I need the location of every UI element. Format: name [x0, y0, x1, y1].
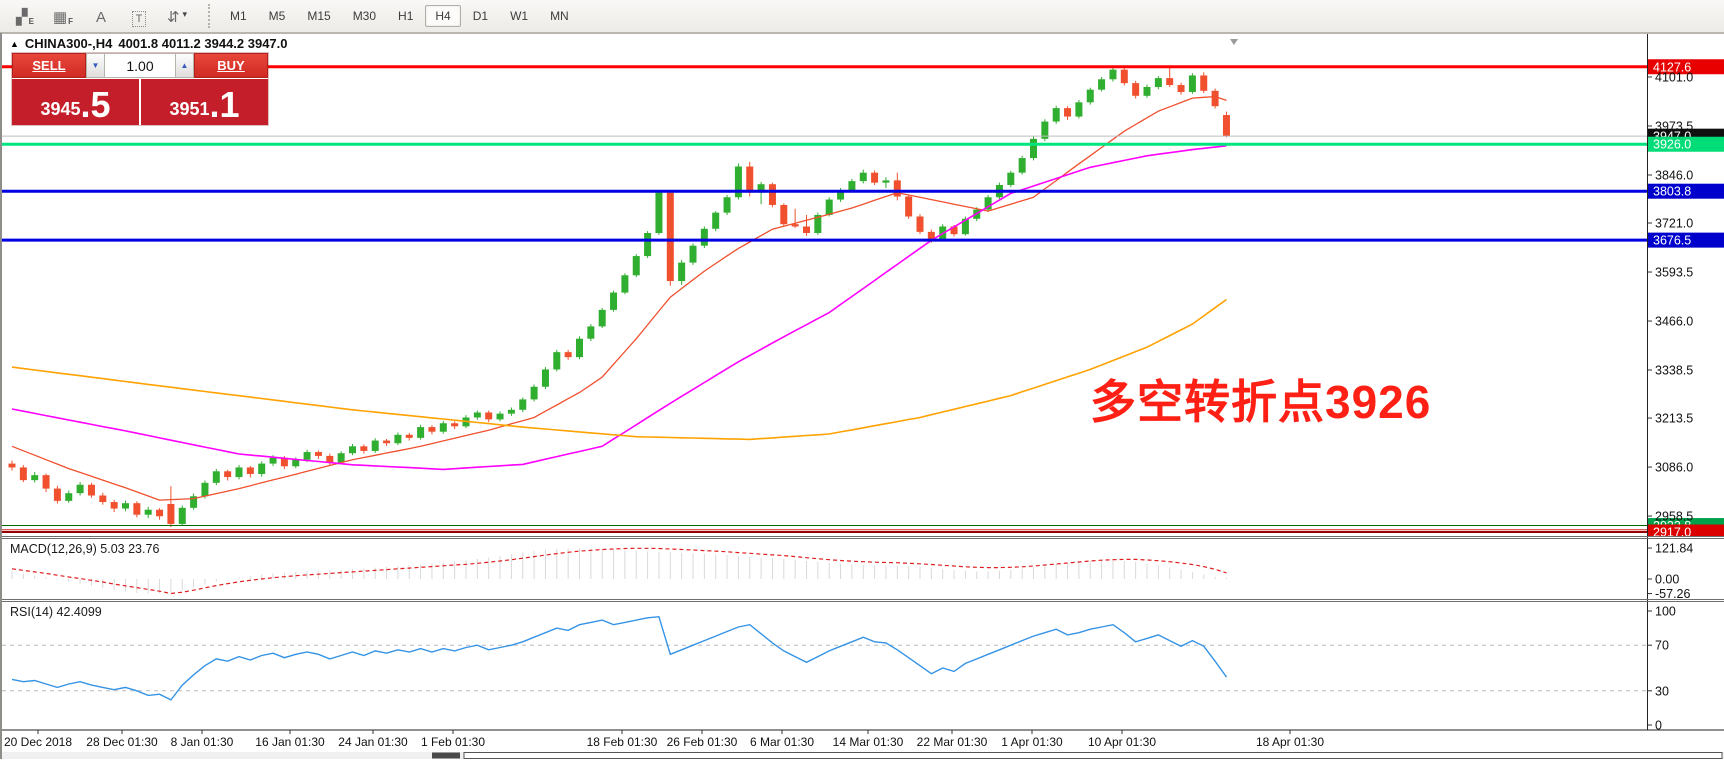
svg-text:3973.5: 3973.5 — [1655, 119, 1693, 133]
time-axis-label: 1 Feb 01:30 — [421, 735, 485, 749]
rsi-pane: 100 70 30 0 — [2, 605, 1676, 733]
time-axis-label: 22 Mar 01:30 — [917, 735, 988, 749]
sell-price-box[interactable]: 3945 .5 — [12, 79, 139, 125]
svg-text:121.84: 121.84 — [1655, 542, 1693, 556]
ma-fast-line — [11, 95, 1227, 501]
price-badge-3926 — [1648, 136, 1724, 152]
text-label-icon[interactable]: T — [122, 2, 156, 30]
chart-title: ▲ CHINA300-,H4 4001.8 4011.2 3944.2 3947… — [10, 36, 288, 51]
svg-text:2917.0: 2917.0 — [1653, 526, 1691, 540]
toolbar-separator — [208, 4, 211, 28]
svg-text:-57.26: -57.26 — [1655, 587, 1690, 601]
time-axis-label: 18 Feb 01:30 — [587, 735, 658, 749]
svg-text:3338.5: 3338.5 — [1655, 364, 1693, 378]
time-axis-label: 14 Mar 01:30 — [833, 735, 904, 749]
chart-window: 4127.63947.03926.03803.83676.52933.82917… — [0, 33, 1724, 759]
price-badge-3803.8 — [1648, 183, 1724, 199]
volume-increase-button[interactable]: ▲ — [175, 53, 194, 78]
buy-price-box[interactable]: 3951 .1 — [141, 79, 268, 125]
volume-decrease-button[interactable]: ▼ — [86, 53, 105, 78]
svg-text:3086.0: 3086.0 — [1655, 461, 1693, 475]
collapse-one-click-icon[interactable]: ▲ — [10, 38, 19, 49]
time-axis-label: 16 Jan 01:30 — [255, 735, 325, 749]
arrow-tools-icon[interactable]: ⇵ ▾ — [166, 9, 188, 26]
timeframe-button-mn[interactable]: MN — [550, 9, 569, 23]
macd-signal-line — [11, 547, 1227, 595]
price-badge-4127.6 — [1648, 59, 1724, 75]
volume-input[interactable] — [105, 53, 175, 78]
scrollbar-track[interactable] — [463, 752, 1723, 759]
timeframe-button-d1[interactable]: D1 — [472, 9, 489, 23]
rsi-line — [11, 615, 1228, 701]
candlestick-series — [8, 66, 1230, 528]
price-badge-3676.5 — [1648, 232, 1724, 248]
toolbar-icon-group: ▞ E ▦ F A T ⇵ ▾ — [6, 2, 196, 30]
macd-indicator-label: MACD(12,26,9) 5.03 23.76 — [10, 542, 160, 556]
price-badge-2917 — [1648, 524, 1724, 537]
svg-text:70: 70 — [1655, 639, 1669, 653]
timeframe-button-m1[interactable]: M1 — [230, 9, 247, 23]
svg-text:0: 0 — [1655, 719, 1662, 733]
svg-text:3926.0: 3926.0 — [1653, 138, 1691, 152]
time-axis-label: 6 Mar 01:30 — [750, 735, 814, 749]
svg-text:4127.6: 4127.6 — [1653, 60, 1691, 74]
price-badges: 4127.63947.03926.03803.83676.52933.82917… — [1648, 59, 1724, 540]
scrollbar-thumb[interactable] — [432, 752, 460, 759]
ma-mid-line — [11, 145, 1227, 471]
buy-price-int: 3951 — [169, 99, 210, 119]
time-axis-label: 28 Dec 01:30 — [86, 735, 158, 749]
time-axis-label: 10 Apr 01:30 — [1088, 735, 1156, 749]
macd-pane: 121.84 0.00-57.26 — [11, 542, 1693, 601]
chart-shift-marker-icon[interactable] — [1230, 39, 1238, 45]
svg-text:3721.0: 3721.0 — [1655, 217, 1693, 231]
timeframe-button-h1[interactable]: H1 — [398, 9, 414, 23]
time-scale[interactable]: 20 Dec 2018 28 Dec 01:30 8 Jan 01:30 16 Jan… — [2, 729, 1724, 749]
time-axis-label: 26 Feb 01:30 — [667, 735, 738, 749]
svg-text:3466.0: 3466.0 — [1655, 315, 1693, 329]
timeframe-button-m5[interactable]: M5 — [268, 9, 286, 23]
buy-button[interactable]: BUY — [194, 53, 268, 78]
timeframe-button-group: M1 M5 M15 M30 H1 H4 D1 W1 MN — [219, 5, 580, 27]
svg-text:3593.5: 3593.5 — [1655, 266, 1693, 280]
patterns-expert-icon[interactable]: ▞ E — [16, 9, 34, 26]
svg-text:0.00: 0.00 — [1655, 573, 1679, 587]
svg-text:3213.5: 3213.5 — [1655, 412, 1693, 426]
sell-button[interactable]: SELL — [12, 53, 86, 78]
text-icon[interactable]: A — [95, 9, 106, 26]
svg-text:2958.5: 2958.5 — [1655, 510, 1693, 524]
svg-text:30: 30 — [1655, 684, 1669, 698]
time-axis-label: 8 Jan 01:30 — [171, 735, 234, 749]
chart-symbol-timeframe: CHINA300-,H4 — [24, 36, 113, 51]
buy-price-frac: .1 — [209, 84, 240, 125]
timeframe-button-w1[interactable]: W1 — [510, 9, 529, 23]
sell-price-frac: .5 — [80, 84, 111, 125]
chart-text-annotation: 多空转折点3926 — [1090, 376, 1432, 428]
timeframe-button-h4[interactable]: H4 — [425, 5, 461, 27]
time-axis-label: 20 Dec 2018 — [4, 735, 72, 749]
ma-slow-line — [11, 298, 1227, 441]
time-axis-label: 24 Jan 01:30 — [338, 735, 408, 749]
svg-text:3846.0: 3846.0 — [1655, 168, 1693, 182]
timeframe-button-m15[interactable]: M15 — [307, 9, 331, 23]
rsi-indicator-label: RSI(14) 42.4099 — [10, 605, 102, 619]
svg-text:4101.0: 4101.0 — [1655, 70, 1693, 84]
bottom-scrollbar — [2, 752, 1724, 759]
svg-text:3803.8: 3803.8 — [1653, 185, 1691, 199]
toolbar: ▞ E ▦ F A T ⇵ ▾ M1 M5 M15 M30 H1 H4 D1 W1 MN — [0, 0, 1724, 33]
chart-ohlc-values: 4001.8 4011.2 3944.2 3947.0 — [118, 36, 288, 51]
svg-text:100: 100 — [1655, 605, 1676, 619]
svg-text:3676.5: 3676.5 — [1653, 234, 1691, 248]
time-axis-label: 1 Apr 01:30 — [1001, 735, 1063, 749]
timeframe-button-m30[interactable]: M30 — [352, 9, 377, 23]
time-axis-label: 18 Apr 01:30 — [1256, 735, 1324, 749]
one-click-trading-panel: SELL ▼ ▲ BUY 3945 .5 3951 .1 — [12, 53, 268, 125]
sell-price-int: 3945 — [40, 99, 81, 119]
fibonacci-grid-icon[interactable]: ▦ F — [52, 9, 74, 26]
price-scale[interactable]: 4101.0 3973.5 3846.0 3721.0 3593.5 3466.0 3338… — [1647, 70, 1694, 524]
chart-canvas[interactable]: 4127.63947.03926.03803.83676.52933.82917… — [2, 33, 1724, 759]
